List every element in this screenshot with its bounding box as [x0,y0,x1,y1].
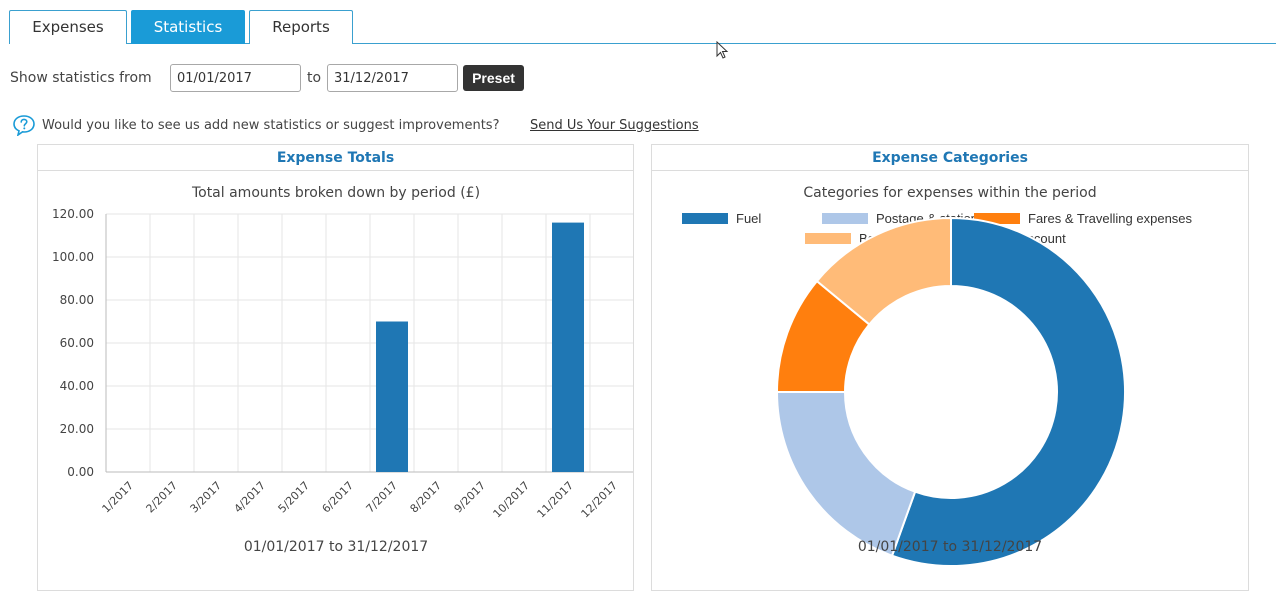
legend-label: Fuel [736,211,761,226]
bar-x-tick-label: 3/2017 [188,479,225,516]
donut-chart-footer: 01/01/2017 to 31/12/2017 [858,539,1042,555]
question-bubble-icon [13,115,35,136]
legend-item[interactable]: Fares & Travelling expenses [974,211,1193,226]
tab-statistics[interactable]: Statistics [131,10,245,44]
bar-x-tick-label: 11/2017 [535,479,577,521]
bar-x-tick-label: 10/2017 [491,479,533,521]
bar-chart-title: Total amounts broken down by period (£) [191,185,480,201]
date-from-input[interactable] [170,64,301,92]
bar-x-tick-label: 7/2017 [364,479,401,516]
mouse-cursor-icon [716,41,729,59]
bar-y-tick-label: 40.00 [60,379,94,393]
bar-y-tick-label: 20.00 [60,422,94,436]
expense-categories-donut-chart: Categories for expenses within the perio… [682,185,1193,567]
tabs-underline [9,43,1276,44]
expense-totals-panel: Expense Totals Total amounts broken down… [37,144,634,591]
bar-y-tick-label: 60.00 [60,336,94,350]
send-suggestions-link[interactable]: Send Us Your Suggestions [530,118,699,133]
date-to-input[interactable] [327,64,458,92]
suggestion-text: Would you like to see us add new statist… [42,118,500,133]
bar-y-tick-label: 0.00 [67,465,94,479]
donut-slice-fuel[interactable] [890,216,1126,567]
bar-y-tick-label: 100.00 [52,250,94,264]
bar-7-2017[interactable] [376,321,408,473]
donut-slice-postage-stationery[interactable] [775,391,917,557]
bar-x-tick-label: 2/2017 [144,479,181,516]
bar-x-tick-label: 1/2017 [100,479,137,516]
donut-slice-bank-charges-on-business-account[interactable] [815,216,952,326]
legend-swatch [974,213,1020,224]
legend-label: Fares & Travelling expenses [1028,211,1193,226]
legend-swatch [822,213,868,224]
expense-categories-panel: Expense Categories Categories for expens… [651,144,1249,591]
bar-x-tick-label: 4/2017 [232,479,269,516]
legend-item[interactable]: Fuel [682,211,761,226]
expense-totals-bar-chart: Total amounts broken down by period (£) … [52,185,633,555]
tab-expenses[interactable]: Expenses [9,10,127,44]
bar-y-tick-label: 80.00 [60,293,94,307]
bar-y-tick-label: 120.00 [52,207,94,221]
donut-chart-title: Categories for expenses within the perio… [803,185,1096,201]
bar-chart-footer: 01/01/2017 to 31/12/2017 [244,539,428,555]
bar-x-tick-label: 8/2017 [408,479,445,516]
bar-x-tick-label: 6/2017 [320,479,357,516]
legend-swatch [682,213,728,224]
tab-reports[interactable]: Reports [249,10,353,44]
bar-x-tick-label: 9/2017 [452,479,489,516]
expense-categories-header: Expense Categories [652,145,1248,171]
preset-button[interactable]: Preset [463,65,524,91]
bar-11-2017[interactable] [552,222,584,472]
show-statistics-label: Show statistics from [10,70,152,86]
expense-totals-header: Expense Totals [38,145,633,171]
bar-x-tick-label: 12/2017 [579,479,621,521]
bar-x-tick-label: 5/2017 [276,479,313,516]
legend-swatch [805,233,851,244]
to-label: to [307,70,322,86]
